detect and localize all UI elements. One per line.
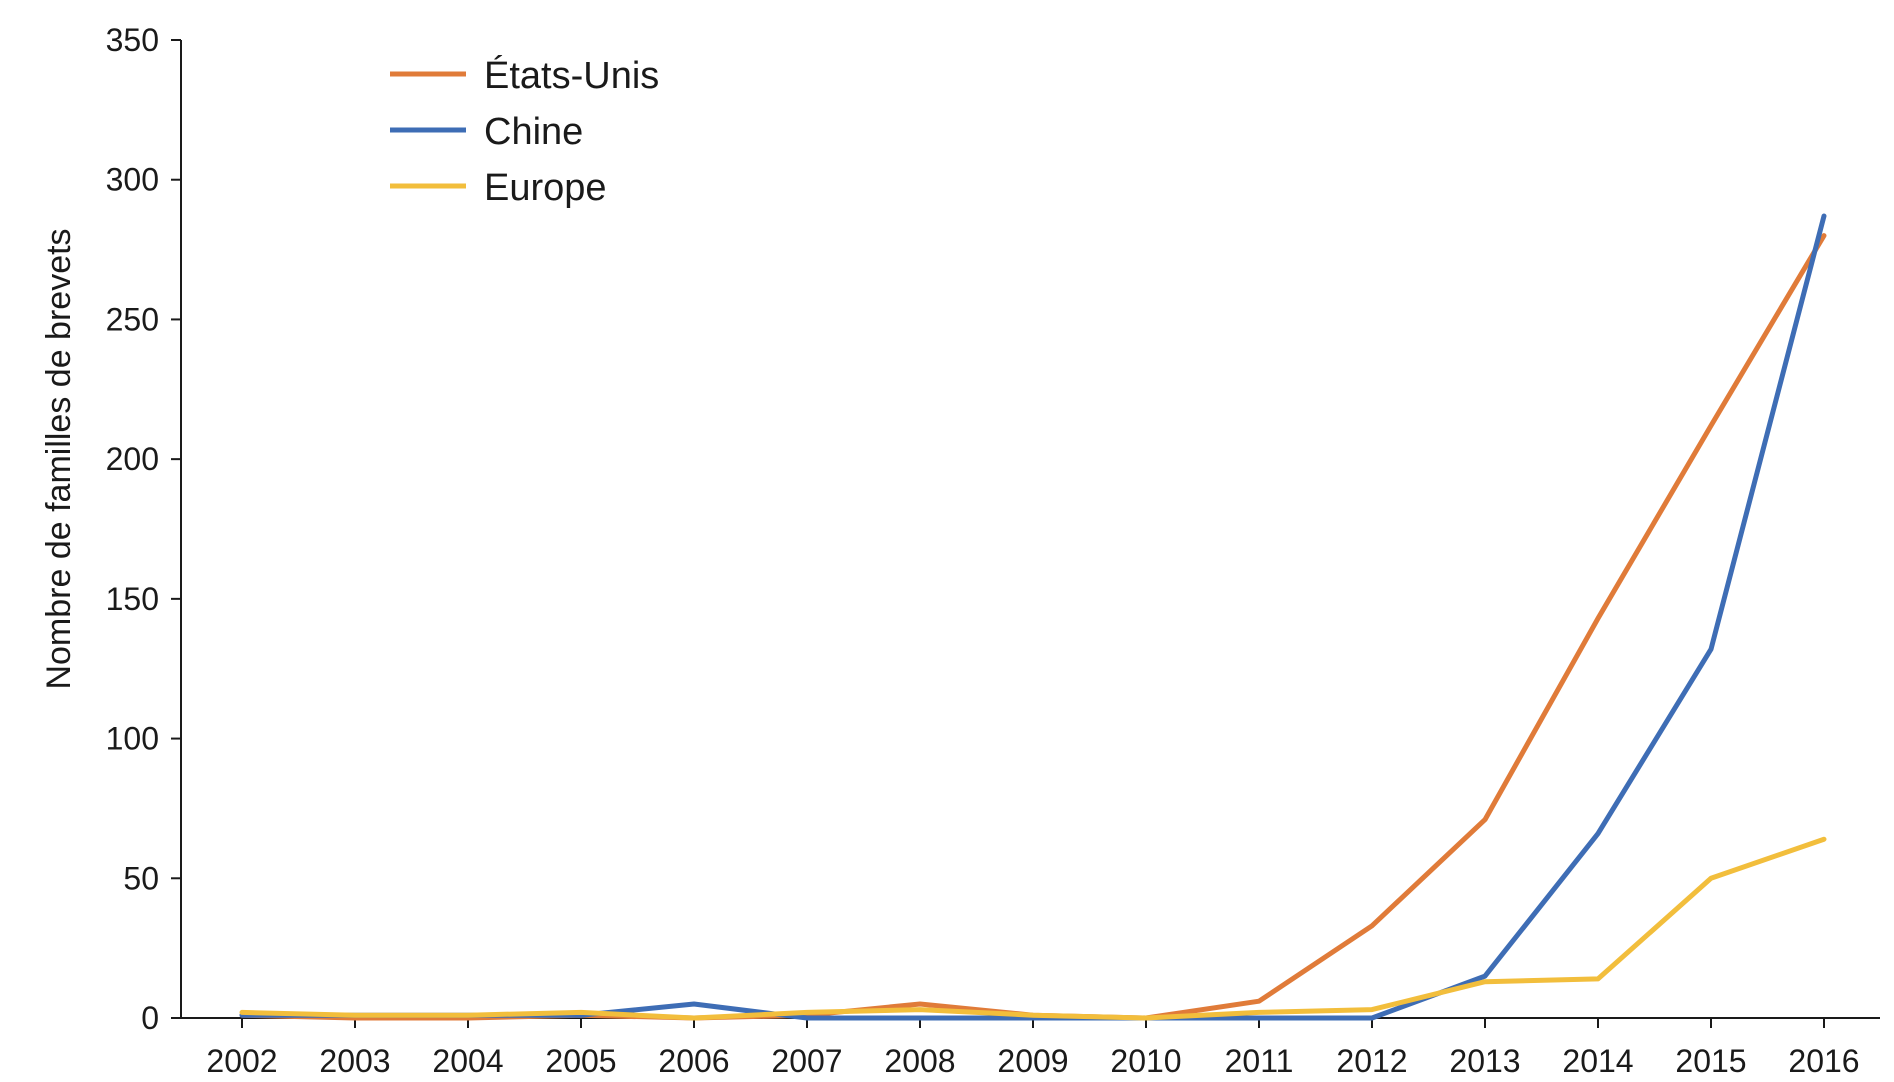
x-tick-label: 2002 bbox=[206, 1043, 277, 1079]
x-tick-label: 2010 bbox=[1110, 1043, 1181, 1079]
y-tick-label: 350 bbox=[106, 22, 159, 58]
y-axis: 0 50 100 150 200 250 300 350 bbox=[106, 22, 182, 1036]
legend-label: Europe bbox=[484, 167, 607, 209]
x-tick-label: 2009 bbox=[997, 1043, 1068, 1079]
y-axis-title: Nombre de familles de brevets bbox=[40, 228, 78, 689]
x-tick-label: 2014 bbox=[1562, 1043, 1633, 1079]
y-tick-label: 200 bbox=[106, 441, 159, 477]
x-tick-label: 2011 bbox=[1225, 1043, 1294, 1079]
legend: États-Unis Chine Europe bbox=[390, 54, 659, 209]
y-tick-label: 0 bbox=[141, 1000, 159, 1036]
x-tick-label: 2006 bbox=[658, 1043, 729, 1079]
series-lines bbox=[239, 213, 1827, 1021]
x-tick-label: 2012 bbox=[1336, 1043, 1407, 1079]
x-tick-label: 2004 bbox=[432, 1043, 503, 1079]
y-tick-label: 100 bbox=[106, 721, 159, 757]
series-line-0 bbox=[239, 233, 1827, 1021]
legend-label: États-Unis bbox=[484, 54, 659, 97]
series-line-2 bbox=[239, 836, 1827, 1021]
y-tick-label: 250 bbox=[106, 301, 159, 337]
x-tick-label: 2008 bbox=[884, 1043, 955, 1079]
y-tick-label: 150 bbox=[106, 581, 159, 617]
y-tick-label: 50 bbox=[123, 860, 159, 896]
x-axis: 2002 2003 2004 2005 2006 2007 2008 2009 2010 2011… bbox=[181, 1017, 1880, 1079]
legend-label: Chine bbox=[484, 111, 583, 153]
x-tick-label: 2016 bbox=[1788, 1043, 1859, 1079]
series-line-1 bbox=[239, 213, 1827, 1021]
x-tick-label: 2013 bbox=[1449, 1043, 1520, 1079]
y-tick-label: 300 bbox=[106, 162, 159, 198]
x-tick-label: 2005 bbox=[545, 1043, 616, 1079]
x-tick-label: 2003 bbox=[319, 1043, 390, 1079]
x-tick-label: 2007 bbox=[771, 1043, 842, 1079]
x-tick-label: 2015 bbox=[1675, 1043, 1746, 1079]
